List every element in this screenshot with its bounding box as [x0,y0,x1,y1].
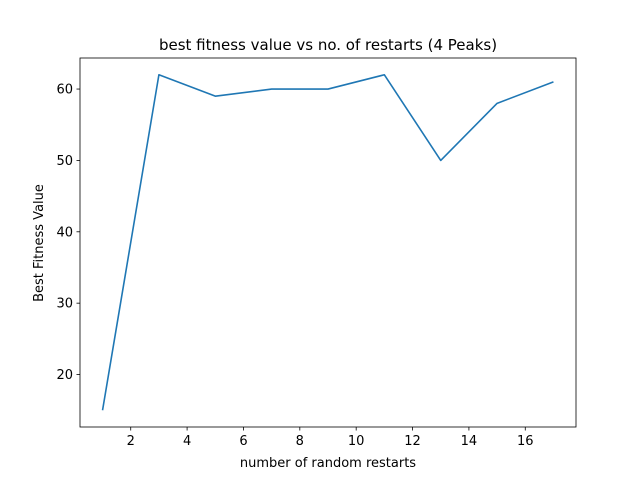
y-tick-label: 60 [56,83,73,98]
x-tick-label: 14 [461,434,478,449]
x-tick-label: 4 [183,434,191,449]
y-tick-label: 20 [56,368,73,383]
y-tick-label: 30 [56,297,73,312]
y-axis-label: Best Fitness Value [32,184,47,302]
chart-title: best fitness value vs no. of restarts (4… [159,36,497,54]
axes-frame [79,57,577,428]
x-tick-label: 12 [404,434,421,449]
x-tick-label: 10 [348,434,365,449]
x-axis-label: number of random restarts [240,456,416,471]
y-tick-label: 50 [56,154,73,169]
x-tick-label: 2 [127,434,135,449]
x-tick-label: 6 [239,434,247,449]
x-tick-label: 16 [517,434,534,449]
x-tick-label: 8 [296,434,304,449]
y-tick-label: 40 [56,225,73,240]
series-line-0 [101,73,554,411]
plot-area: 2 4 6 8 10 12 14 16 20 30 40 50 60 [56,57,577,449]
